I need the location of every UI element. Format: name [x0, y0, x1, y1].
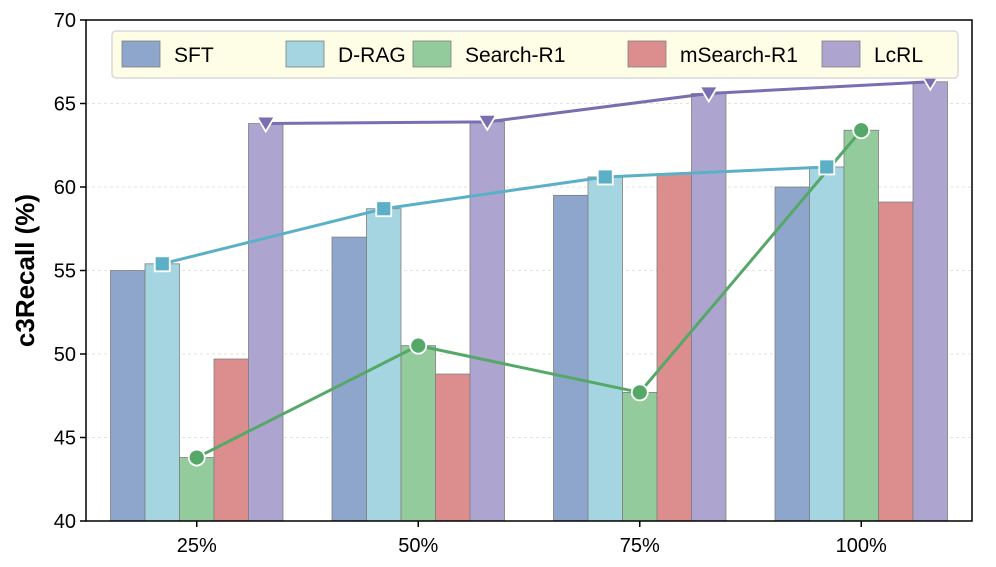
y-tick-label: 50: [54, 344, 76, 366]
y-tick-label: 70: [54, 10, 76, 32]
marker-d-rag: [375, 200, 393, 218]
bar-d-rag: [809, 166, 845, 522]
bar-search-r1: [400, 345, 436, 522]
marker-lcrl: [476, 113, 498, 132]
legend-swatch-search-r1: [412, 40, 452, 68]
bars: [110, 81, 948, 522]
line-d-rag: [161, 165, 827, 266]
bar-search-r1: [843, 129, 879, 522]
bar-sft: [774, 186, 810, 522]
x-tick-label: 25%: [177, 535, 217, 557]
y-tick-label: 55: [54, 261, 76, 283]
marker-search-r1: [409, 336, 428, 355]
marker-search-r1: [187, 448, 206, 467]
legend-label-search-r1: Search-R1: [465, 44, 565, 67]
marker-d-rag: [153, 255, 171, 273]
x-tick-label: 75%: [620, 535, 660, 557]
legend-label-lcrl: LcRL: [874, 44, 923, 67]
legend-swatch-lcrl: [821, 40, 861, 68]
bar-lcrl: [912, 81, 948, 522]
x-tick-label: 50%: [398, 535, 438, 557]
legend-swatch-d-rag: [285, 40, 325, 68]
legend-label-d-rag: D-RAG: [338, 44, 406, 67]
line-search-r1: [196, 129, 863, 459]
marker-search-r1: [852, 121, 871, 140]
series-markers: [153, 73, 941, 467]
bar-lcrl: [248, 123, 284, 522]
bar-search-r1: [622, 392, 658, 522]
bar-lcrl: [691, 93, 727, 522]
legend-label-msearch-r1: mSearch-R1: [680, 44, 798, 67]
y-tick-label: 40: [54, 511, 76, 533]
bar-d-rag: [587, 176, 623, 522]
y-axis-label: c3Recall (%): [10, 194, 40, 347]
marker-lcrl: [255, 115, 277, 134]
legend-swatch-sft: [121, 40, 161, 68]
y-tick-label: 45: [54, 428, 76, 450]
x-tick-label: 100%: [836, 535, 887, 557]
marker-d-rag: [596, 168, 614, 186]
axes: 40 45 50 55 60 65 70 25% 50% 75% 100%: [54, 10, 887, 557]
legend: SFT D-RAG Search-R1 mSearch-R1 LcRL: [111, 30, 959, 79]
bar-msearch-r1: [656, 173, 692, 522]
legend-label-sft: SFT: [174, 44, 214, 67]
marker-search-r1: [630, 383, 649, 402]
bar-d-rag: [366, 208, 402, 522]
bar-msearch-r1: [878, 201, 914, 522]
bar-msearch-r1: [435, 373, 471, 522]
legend-swatch-msearch-r1: [627, 40, 667, 68]
bar-sft: [110, 270, 146, 522]
bar-d-rag: [144, 263, 180, 522]
y-tick-label: 60: [54, 177, 76, 199]
marker-lcrl: [698, 85, 720, 104]
bar-sft: [553, 194, 589, 522]
y-tick-label: 65: [54, 94, 76, 116]
bar-search-r1: [179, 457, 215, 522]
line-lcrl: [265, 80, 931, 126]
bar-lcrl: [469, 121, 505, 522]
marker-d-rag: [818, 158, 836, 176]
series-lines: [161, 80, 931, 459]
